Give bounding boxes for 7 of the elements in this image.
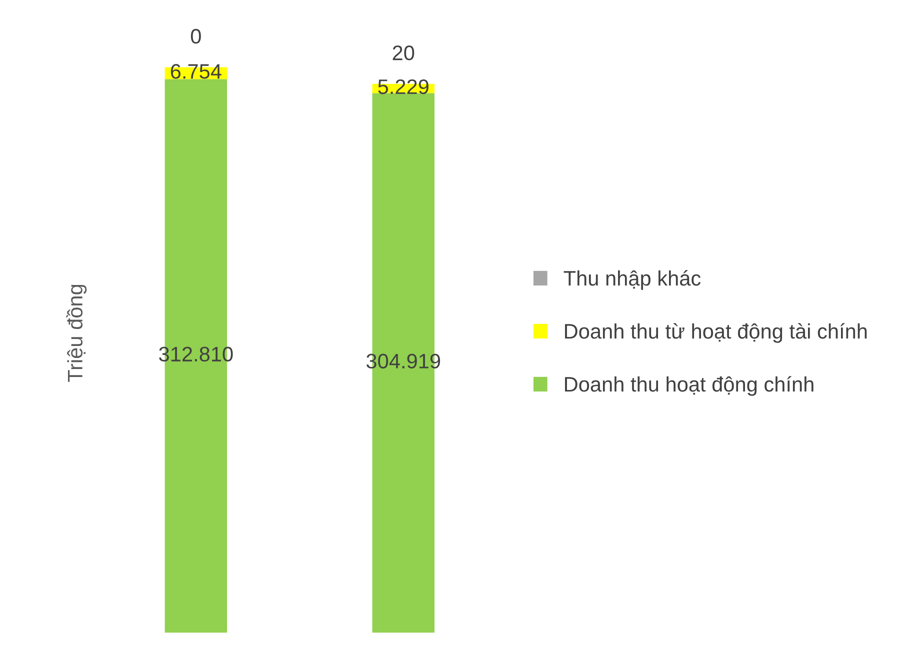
data-label: 20 — [392, 46, 414, 60]
legend-label: Doanh thu hoạt động chính — [565, 376, 814, 396]
y-axis-title: Triệu đồng — [66, 284, 87, 382]
data-label: 6.754 — [170, 64, 222, 79]
legend-label: Thu nhập khác — [564, 270, 701, 290]
legend-label: Doanh thu từ hoạt động tài chính — [565, 323, 867, 343]
data-label: 0 — [190, 28, 201, 44]
